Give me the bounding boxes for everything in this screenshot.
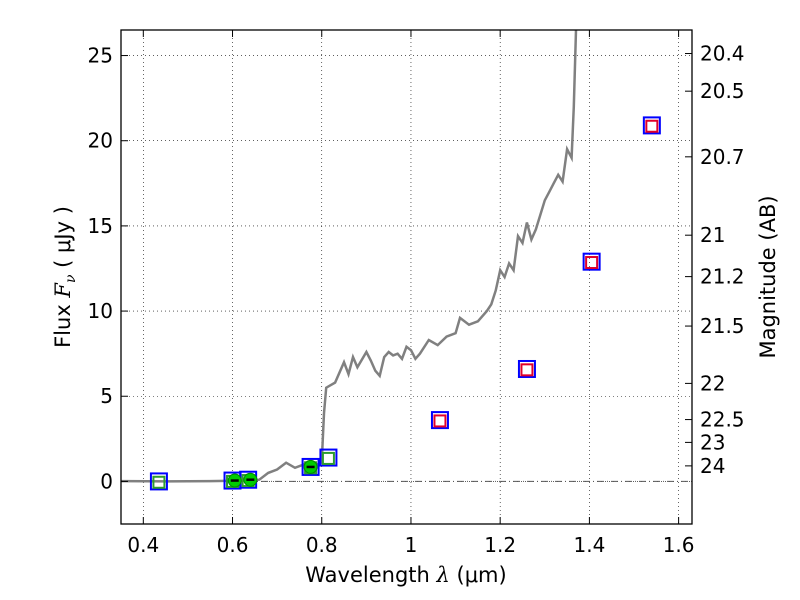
y2-tick-label: 20.4: [700, 42, 745, 66]
y-tick-label: 10: [88, 299, 113, 323]
model-box-marker: [152, 475, 166, 489]
y2-tick-label: 22.5: [700, 408, 745, 432]
y-tick-label: 0: [100, 469, 113, 493]
model-box-marker: [645, 119, 659, 133]
y2-tick-label: 21.2: [700, 265, 745, 289]
photometry-box-marker: [301, 457, 320, 476]
y-tick-label: 25: [88, 44, 113, 68]
photometry-box-marker: [642, 116, 661, 135]
model-box-marker: [520, 363, 534, 377]
y-tick-label: 5: [100, 384, 113, 408]
x-axis-label: Wavelength λ (μm): [305, 563, 506, 587]
photometry-box-marker: [582, 252, 601, 271]
x-tick-label: 1: [405, 533, 418, 557]
model-box-marker: [585, 256, 599, 270]
y-tick-label: 20: [88, 129, 113, 153]
y2-tick-label: 21: [700, 223, 725, 247]
model-box-marker: [321, 451, 335, 465]
x-tick-label: 0.4: [127, 533, 159, 557]
y-tick-label: 15: [88, 214, 113, 238]
y2-axis-label: Magnitude (AB): [756, 195, 780, 358]
x-tick-label: 1.4: [573, 533, 605, 557]
x-tick-label: 0.6: [217, 533, 249, 557]
x-tick-label: 0.8: [306, 533, 338, 557]
y2-tick-label: 21.5: [700, 314, 745, 338]
plot-background: [121, 30, 692, 524]
y2-tick-label: 22: [700, 371, 725, 395]
x-tick-label: 1.6: [663, 533, 695, 557]
y2-tick-label: 23: [700, 430, 725, 454]
photometry-box-marker: [149, 472, 168, 491]
y2-tick-label: 20.7: [700, 145, 745, 169]
x-axis-ticks: 0.4 0.6 0.8 1 1.2 1.4 1.6: [127, 30, 695, 557]
y-axis-label: Flux Fν ( μJy ): [51, 206, 79, 348]
y2-tick-label: 24: [700, 454, 725, 478]
photometry-box-marker: [319, 448, 338, 467]
photometry-markers: [149, 116, 661, 491]
photometry-box-marker: [430, 411, 449, 430]
y-axis-ticks: 0 5 10 15 20 25: [88, 44, 128, 493]
x-tick-label: 1.2: [484, 533, 516, 557]
photometry-box-marker: [517, 359, 536, 378]
y2-tick-label: 20.5: [700, 79, 745, 103]
model-box-marker: [433, 414, 447, 428]
